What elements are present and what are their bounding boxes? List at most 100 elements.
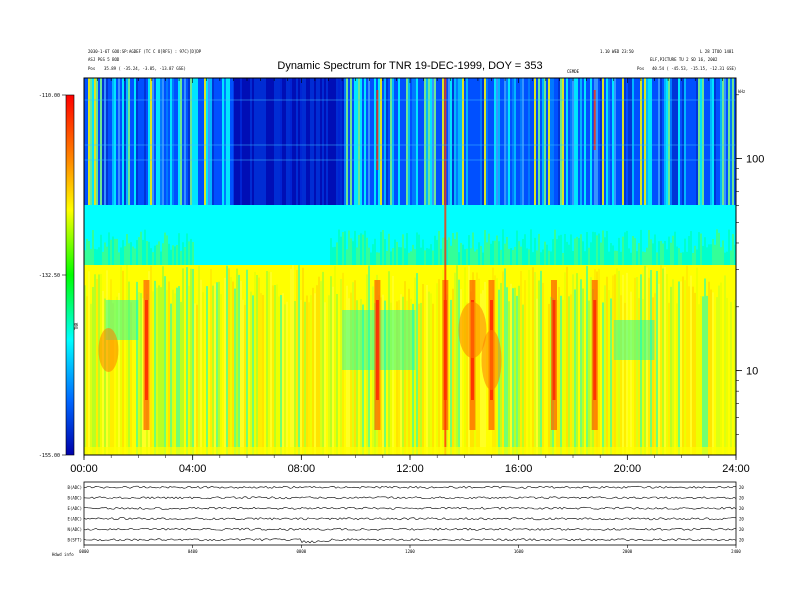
header-left-line1: 2030-1-6T GOO:SP:AGDEF (TC C O[RFS] : 97… xyxy=(88,49,202,54)
lower-streak xyxy=(220,294,222,455)
lower-frame xyxy=(83,481,737,546)
upper-streak xyxy=(498,78,500,205)
lower-streak xyxy=(160,287,162,455)
lower-streak xyxy=(586,265,588,455)
upper-streak xyxy=(94,78,96,205)
lower-streak xyxy=(582,288,584,455)
lower-streak xyxy=(274,285,276,455)
lower-streak xyxy=(652,297,654,455)
lower-streak xyxy=(620,295,622,455)
middle-streak xyxy=(608,251,610,265)
middle-streak xyxy=(542,249,544,265)
lower-streak xyxy=(478,278,480,455)
upper-streak xyxy=(580,78,582,205)
upper-streak xyxy=(508,78,510,205)
lower-streak xyxy=(156,287,158,455)
lower-streak xyxy=(278,296,280,455)
lower-streak xyxy=(574,289,576,455)
middle-streak xyxy=(464,249,466,265)
middle-streak xyxy=(402,234,404,265)
upper-streak xyxy=(328,78,330,205)
upper-streak xyxy=(324,78,326,205)
lower-streak xyxy=(132,300,134,455)
lower-streak xyxy=(416,273,418,455)
upper-streak xyxy=(330,78,332,205)
bottom-strip xyxy=(84,447,736,455)
middle-streak xyxy=(420,247,422,265)
trace-line xyxy=(83,538,737,544)
lower-streak xyxy=(356,300,358,455)
upper-streak xyxy=(424,78,426,205)
lower-streak xyxy=(612,275,614,455)
middle-streak xyxy=(592,231,594,265)
lower-streak xyxy=(272,285,274,455)
middle-streak xyxy=(126,234,128,265)
middle-streak xyxy=(524,234,526,265)
lower-streak xyxy=(572,274,574,455)
upper-streak xyxy=(122,78,124,205)
lower-streak xyxy=(166,290,168,455)
lower-streak xyxy=(124,279,126,455)
middle-streak xyxy=(498,241,500,265)
header-left-pos-value: 35.89 ( -35.24, -3.85, -13.87 GSE) xyxy=(104,66,186,71)
lower-streak xyxy=(562,299,564,455)
lower-streak xyxy=(456,265,458,455)
middle-streak xyxy=(368,247,370,265)
lower-streak xyxy=(200,279,202,455)
lower-streak xyxy=(304,301,306,455)
lower-streak xyxy=(434,295,436,455)
middle-streak xyxy=(668,236,670,265)
lower-streak xyxy=(546,266,548,455)
middle-streak xyxy=(146,240,148,265)
middle-streak xyxy=(106,246,108,265)
lower-streak xyxy=(226,265,228,455)
lower-streak xyxy=(704,278,706,455)
middle-streak xyxy=(170,249,172,265)
header-left-pos-label: Pos xyxy=(88,66,96,71)
upper-streak xyxy=(560,78,562,205)
upper-streak xyxy=(252,78,254,205)
lower-streak xyxy=(476,272,478,455)
lower-streak xyxy=(538,280,540,455)
middle-streak xyxy=(590,242,592,265)
middle-streak xyxy=(458,252,460,265)
lower-streak xyxy=(288,298,290,455)
lower-streak xyxy=(300,299,302,455)
upper-streak xyxy=(392,78,394,205)
middle-streak xyxy=(532,252,534,265)
lower-streak xyxy=(244,304,246,455)
middle-streak xyxy=(714,244,716,265)
lower-streak xyxy=(194,303,196,455)
lower-streak xyxy=(506,287,508,455)
lower-streak xyxy=(284,304,286,455)
lower-streak xyxy=(540,270,542,455)
middle-streak xyxy=(676,246,678,265)
middle-streak xyxy=(554,229,556,265)
upper-streak xyxy=(360,78,362,205)
upper-streak xyxy=(368,78,370,205)
upper-streak xyxy=(628,78,630,205)
trace-label: B(ADC) xyxy=(68,485,82,490)
middle-streak xyxy=(148,241,150,265)
upper-streak xyxy=(364,78,366,205)
middle-streak xyxy=(500,249,502,265)
middle-streak xyxy=(144,229,146,265)
upper-streak xyxy=(242,78,244,205)
lower-streak xyxy=(440,296,442,455)
upper-streak xyxy=(306,78,308,205)
middle-streak xyxy=(570,234,572,265)
lower-streak xyxy=(584,279,586,455)
middle-streak xyxy=(662,243,664,265)
upper-streak xyxy=(290,78,292,205)
upper-streak xyxy=(240,78,242,205)
upper-streak xyxy=(222,78,224,205)
middle-streak xyxy=(678,248,680,265)
middle-streak xyxy=(374,238,376,265)
upper-streak xyxy=(102,78,104,205)
lower-streak xyxy=(626,272,628,455)
upper-streak xyxy=(644,78,646,205)
middle-streak xyxy=(684,238,686,265)
lower-streak xyxy=(460,289,462,455)
upper-streak xyxy=(514,78,516,205)
middle-streak xyxy=(116,238,118,265)
